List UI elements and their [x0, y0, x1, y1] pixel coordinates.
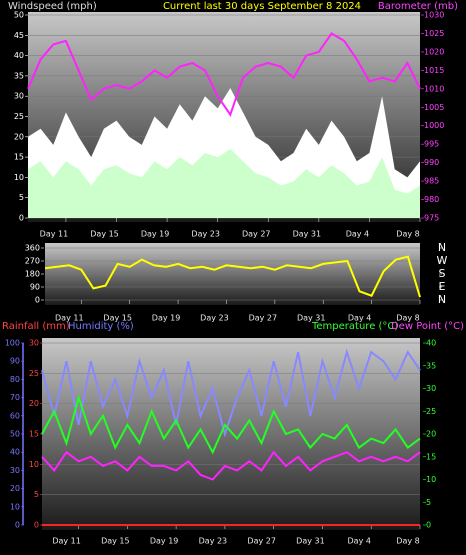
y2-tick-label: 40: [426, 339, 436, 348]
y-axis-title: Windspeed (mph): [8, 1, 97, 12]
y-tick-label: 40: [14, 51, 24, 60]
y3-tick-label: 90: [10, 357, 20, 366]
x-tick-label: Day 4: [346, 230, 369, 239]
x-tick-label: Day 15: [103, 314, 132, 323]
y3-tick-label: 50: [10, 430, 20, 439]
y2-tick-label: 1015: [424, 66, 444, 75]
x-tick-label: Day 4: [348, 537, 371, 546]
y2-tick-label: 5: [426, 498, 431, 507]
y3-tick-label: 20: [10, 484, 20, 493]
x-tick-label: Day 8: [396, 230, 419, 239]
y3-tick-label: 70: [10, 393, 20, 402]
y2-tick-label: W: [437, 254, 448, 267]
temperature-title: Temperature (°C): [311, 321, 398, 332]
y2-axis-title: Barometer (mb): [378, 1, 458, 12]
x-tick-label: Day 23: [199, 537, 228, 546]
y-tick-label: 5: [34, 490, 39, 499]
y2-tick-label: 35: [426, 361, 436, 370]
x-tick-label: Day 31: [296, 537, 325, 546]
y2-tick-label: 25: [426, 407, 436, 416]
x-tick-label: Day 8: [396, 537, 419, 546]
y-tick-label: 10: [14, 173, 24, 182]
x-tick-label: Day 19: [152, 314, 181, 323]
x-tick-label: Day 23: [200, 314, 229, 323]
y-tick-label: 30: [14, 92, 24, 101]
y3-tick-label: 40: [10, 448, 20, 457]
y3-tick-label: 30: [10, 466, 20, 475]
plots: 0510152025303540455097598098599099510001…: [5, 11, 448, 546]
x-tick-label: Day 19: [141, 230, 170, 239]
y-tick-label: 20: [14, 132, 24, 141]
y2-tick-label: 980: [424, 195, 439, 204]
x-tick-label: Day 27: [249, 314, 278, 323]
y2-tick-label: 1005: [424, 103, 444, 112]
y2-tick-label: 975: [424, 214, 439, 223]
y-tick-label: 270: [25, 257, 40, 266]
x-tick-label: Day 11: [40, 230, 69, 239]
y3-tick-label: 60: [10, 411, 20, 420]
chart-title: Current last 30 days September 8 2024: [163, 1, 361, 12]
x-tick-label: Day 27: [247, 537, 276, 546]
y-tick-label: 15: [29, 430, 39, 439]
y-tick-label: 25: [29, 369, 39, 378]
y-tick-label: 45: [14, 31, 24, 40]
line: [41, 394, 421, 455]
x-tick-label: Day 19: [150, 537, 179, 546]
dewpoint-title: Dew Point (°C): [391, 321, 464, 332]
y3-tick-label: 10: [10, 502, 20, 511]
y2-tick-label: 1010: [424, 84, 444, 93]
x-tick-label: Day 11: [52, 537, 81, 546]
y-tick-label: 0: [34, 521, 39, 530]
y-tick-label: 35: [14, 71, 24, 80]
y-tick-label: 30: [29, 339, 39, 348]
y-tick-label: 90: [30, 283, 40, 292]
y2-tick-label: 20: [426, 430, 436, 439]
y-tick-label: 20: [29, 399, 39, 408]
y-tick-label: 5: [19, 193, 24, 202]
y2-tick-label: S: [439, 267, 446, 280]
y-tick-label: 360: [25, 244, 40, 253]
y-tick-label: 50: [14, 11, 24, 20]
line: [44, 255, 421, 298]
y2-tick-label: E: [439, 280, 446, 293]
y-tick-label: 15: [14, 153, 24, 162]
x-tick-label: Day 11: [55, 314, 84, 323]
y-tick-label: 0: [19, 214, 24, 223]
y2-tick-label: 1020: [424, 47, 444, 56]
y3-tick-label: 100: [5, 339, 20, 348]
y2-tick-label: 10: [426, 475, 436, 484]
y2-tick-label: 1025: [424, 29, 444, 38]
line: [41, 348, 421, 438]
y2-tick-label: 1000: [424, 121, 444, 130]
humidity-title: Humidity (%): [68, 321, 134, 332]
line: [27, 32, 421, 117]
x-tick-label: Day 15: [101, 537, 130, 546]
y2-tick-label: 30: [426, 384, 436, 393]
x-tick-label: Day 31: [293, 230, 322, 239]
rain-title: Rainfall (mm): [2, 321, 70, 332]
y2-tick-label: 990: [424, 158, 439, 167]
line: [41, 450, 421, 481]
x-tick-label: Day 15: [90, 230, 119, 239]
y2-tick-label: N: [438, 241, 446, 254]
y3-tick-label: 0: [15, 521, 20, 530]
y-tick-label: 180: [25, 270, 40, 279]
area: [28, 149, 420, 218]
y-tick-label: 10: [29, 460, 39, 469]
x-tick-label: Day 4: [348, 314, 371, 323]
x-tick-label: Day 31: [297, 314, 326, 323]
y2-tick-label: 1030: [424, 11, 444, 20]
y-tick-label: 0: [35, 296, 40, 305]
y2-tick-label: 0: [426, 521, 431, 530]
y2-tick-label: 995: [424, 140, 439, 149]
y2-tick-label: N: [438, 293, 446, 306]
y2-tick-label: 15: [426, 452, 436, 461]
y2-tick-label: 985: [424, 177, 439, 186]
y-tick-label: 25: [14, 112, 24, 121]
x-tick-label: Day 8: [396, 314, 419, 323]
y3-tick-label: 80: [10, 375, 20, 384]
x-tick-label: Day 23: [191, 230, 220, 239]
x-tick-label: Day 27: [242, 230, 271, 239]
